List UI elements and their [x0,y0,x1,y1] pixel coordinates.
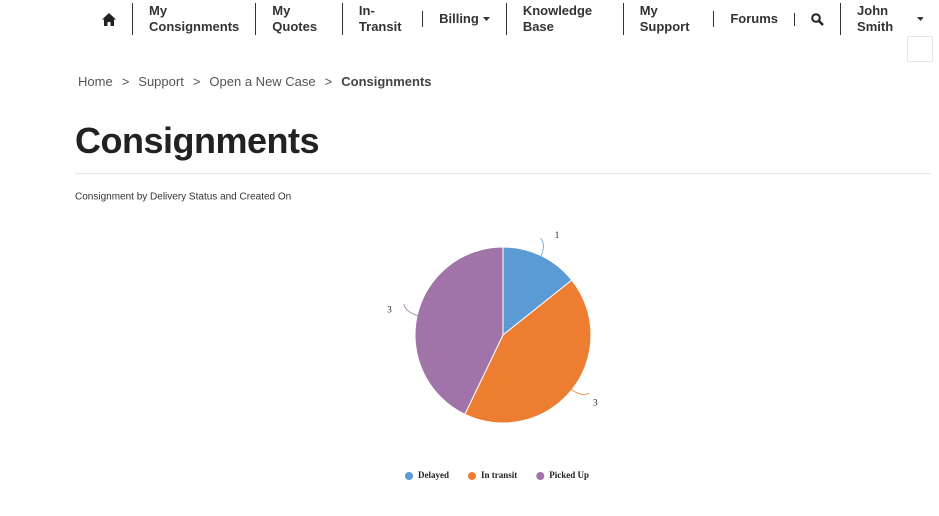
crumb-separator: > [324,74,333,89]
nav-link[interactable]: My Support [622,3,714,35]
nav-link[interactable]: Knowledge Base [505,3,623,35]
nav-label: Forums [730,11,779,26]
legend-label: Delayed [418,470,449,480]
leader-line [569,388,590,395]
home-icon [102,12,116,26]
legend-label: In transit [481,470,517,480]
divider [75,173,931,174]
home-link[interactable] [100,12,132,26]
crumb-link[interactable]: Support [138,74,184,89]
nav-label: Billing [439,11,479,26]
nav-label: Knowledge Base [522,3,593,34]
crumb-link[interactable]: Open a New Case [209,74,316,89]
page-heading: Consignments [75,120,320,161]
caret [482,17,490,21]
caret [917,17,923,21]
menu-box[interactable] [907,36,933,62]
legend-swatch [536,472,545,480]
nav-label: My Quotes [272,3,318,34]
nav-label: My Support [639,3,690,34]
data-label: 1 [555,230,560,240]
nav-link[interactable]: Forums [713,11,794,27]
chart-title: Consignment by Delivery Status and Creat… [75,192,291,203]
legend-swatch [468,472,476,480]
nav-label: In-Transit [358,3,402,34]
data-label: 3 [593,398,598,408]
legend-swatch [405,472,413,480]
leader-line [403,303,420,317]
user-menu[interactable]: John Smith [840,3,939,35]
user-name: John Smith [857,3,894,34]
nav-link[interactable]: My Consignments [132,3,255,35]
nav-link[interactable]: My Quotes [255,3,342,35]
breadcrumb: Home > Support > Open a New Case > Consi… [78,74,432,89]
crumb-separator: > [192,74,201,89]
crumb-separator: > [121,74,130,89]
nav-label: My Consignments [149,3,240,34]
top-nav: My Consignments My Quotes In-Transit Bil… [100,3,939,35]
search-button[interactable] [794,12,840,26]
leader-line [539,237,544,258]
legend-label: Picked Up [549,470,589,480]
search-icon [811,12,824,26]
nav-link[interactable]: In-Transit [341,3,422,35]
nav-dropdown[interactable]: Billing [422,11,506,27]
crumb-link[interactable]: Home [78,74,113,89]
data-label: 3 [387,305,392,315]
crumb-current: Consignments [341,74,432,89]
